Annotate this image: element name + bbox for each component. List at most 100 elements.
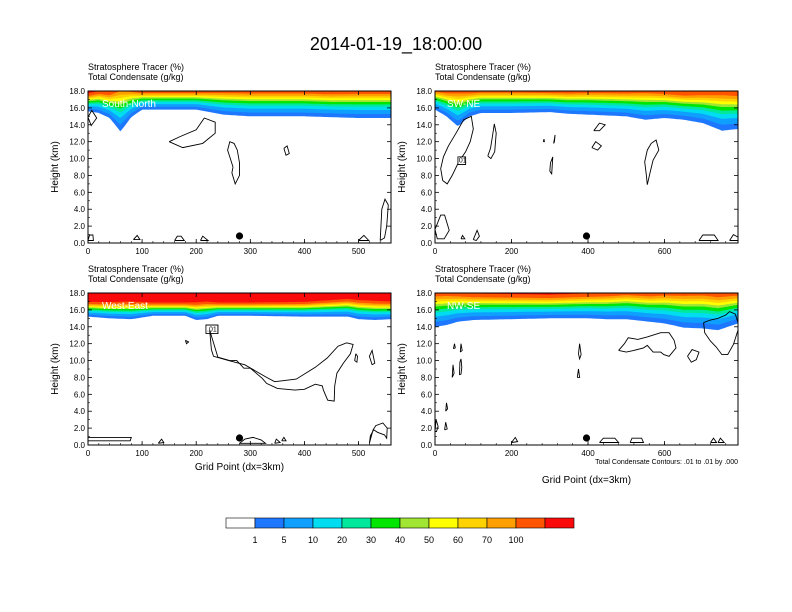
y-tick-label: 12.0 xyxy=(69,138,85,147)
x-tick-label: 200 xyxy=(190,449,204,458)
condensate-contour xyxy=(184,339,190,345)
condensate-contour xyxy=(133,234,141,241)
plot-area xyxy=(88,91,391,243)
colorbar-swatch xyxy=(428,517,459,529)
condensate-contour xyxy=(460,234,466,240)
panel-label: South-North xyxy=(102,99,156,110)
panel-title: Stratosphere Tracer (%) xyxy=(88,62,184,72)
y-tick-label: 4.0 xyxy=(74,205,86,214)
location-marker xyxy=(582,434,591,442)
condensate-contour xyxy=(368,422,388,444)
y-axis-label: Height (km) xyxy=(50,141,61,193)
colorbar-swatch xyxy=(370,517,401,529)
condensate-contour xyxy=(687,349,700,363)
y-tick-label: 6.0 xyxy=(421,390,433,399)
y-tick-label: 14.0 xyxy=(69,323,85,332)
panel-1: Stratosphere Tracer (%)Total Condensate … xyxy=(397,62,739,256)
y-tick-label: 16.0 xyxy=(69,306,85,315)
x-tick-label: 200 xyxy=(505,247,519,256)
colorbar-swatch xyxy=(486,517,517,529)
colorbar-swatch xyxy=(254,517,285,529)
condensate-contour xyxy=(227,141,240,186)
condensate-contour xyxy=(710,437,718,443)
condensate-contour xyxy=(703,311,738,356)
x-tick-label: 100 xyxy=(135,449,149,458)
condensate-contour xyxy=(553,134,556,144)
condensate-contour xyxy=(209,330,354,402)
y-tick-label: 0.0 xyxy=(74,441,86,450)
y-tick-label: 16.0 xyxy=(69,104,85,113)
y-tick-label: 0.0 xyxy=(74,239,86,248)
condensate-contour xyxy=(379,197,389,241)
x-tick-label: 600 xyxy=(658,247,672,256)
condensate-contour xyxy=(511,436,519,443)
y-tick-label: 0.0 xyxy=(421,441,433,450)
tracer-band-9 xyxy=(88,91,391,97)
condensate-contour xyxy=(459,358,463,376)
y-tick-label: 8.0 xyxy=(74,171,86,180)
y-tick-label: 8.0 xyxy=(74,373,86,382)
plot-background xyxy=(88,293,391,445)
y-tick-label: 6.0 xyxy=(74,390,86,399)
x-tick-label: 500 xyxy=(352,247,366,256)
condensate-contour xyxy=(644,139,660,185)
x-tick-label: 400 xyxy=(298,449,312,458)
condensate-contour xyxy=(435,214,450,240)
y-tick-label: 10.0 xyxy=(69,155,85,164)
condensate-contour xyxy=(618,332,677,357)
condensate-contour xyxy=(593,122,607,132)
y-tick-label: 0.0 xyxy=(421,239,433,248)
panel-label: NW-SE xyxy=(447,301,480,312)
x-tick-label: 400 xyxy=(581,449,595,458)
x-tick-label: 0 xyxy=(86,449,91,458)
contour-label: .01 xyxy=(207,327,217,334)
tracer-band-10 xyxy=(88,293,391,303)
y-tick-label: 10.0 xyxy=(416,155,432,164)
colorbar-label: 50 xyxy=(424,535,434,545)
y-tick-label: 18.0 xyxy=(416,289,432,298)
plot-area: .01 xyxy=(435,91,738,243)
plot-area xyxy=(435,293,738,445)
x-tick-label: 400 xyxy=(298,247,312,256)
colorbar-swatch xyxy=(312,517,343,529)
x-tick-label: 200 xyxy=(190,247,204,256)
y-tick-label: 10.0 xyxy=(416,357,432,366)
y-tick-label: 18.0 xyxy=(416,87,432,96)
y-tick-label: 14.0 xyxy=(416,121,432,130)
location-marker xyxy=(235,434,244,442)
y-tick-label: 12.0 xyxy=(416,340,432,349)
condensate-contour xyxy=(451,364,455,378)
y-tick-label: 8.0 xyxy=(421,373,433,382)
colorbar: 1 5 10 20 30 40 50 60 70 100 xyxy=(225,517,575,545)
colorbar-label: 40 xyxy=(395,535,405,545)
colorbar-label: 5 xyxy=(281,535,286,545)
panel-3: Stratosphere Tracer (%)Total Condensate … xyxy=(397,264,739,486)
x-axis-label: Grid Point (dx=3km) xyxy=(195,462,284,473)
colorbar-label: 70 xyxy=(482,535,492,545)
x-tick-label: 500 xyxy=(352,449,366,458)
condensate-contour xyxy=(157,438,165,444)
x-tick-label: 100 xyxy=(135,247,149,256)
panel-title: Stratosphere Tracer (%) xyxy=(435,264,531,274)
condensate-contour xyxy=(599,437,620,443)
y-tick-label: 2.0 xyxy=(421,424,433,433)
location-marker xyxy=(582,232,591,240)
condensate-contour xyxy=(274,438,282,444)
condensate-contour xyxy=(459,343,463,353)
colorbar-swatch xyxy=(457,517,488,529)
y-tick-label: 2.0 xyxy=(74,222,86,231)
panel-subtitle: Total Condensate (g/kg) xyxy=(435,72,531,82)
y-tick-label: 16.0 xyxy=(416,306,432,315)
condensate-contour xyxy=(200,235,210,241)
panel-label: West-East xyxy=(102,301,148,312)
y-axis-label: Height (km) xyxy=(397,343,408,395)
tracer-band-10 xyxy=(88,91,111,94)
y-tick-label: 10.0 xyxy=(69,357,85,366)
condensate-contour xyxy=(629,437,645,443)
plot-area: .01 xyxy=(88,293,391,445)
colorbar-label: 20 xyxy=(337,535,347,545)
condensate-contour xyxy=(174,235,186,241)
y-tick-label: 4.0 xyxy=(421,205,433,214)
colorbar-swatch xyxy=(283,517,314,529)
y-tick-label: 12.0 xyxy=(416,138,432,147)
